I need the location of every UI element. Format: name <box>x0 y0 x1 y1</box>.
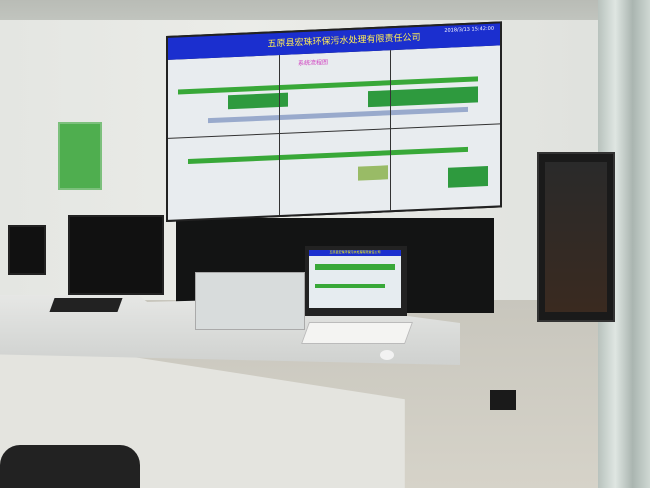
left-monitor <box>8 225 46 275</box>
mouse <box>380 350 394 360</box>
video-wall: 五原县宏珠环保污水处理有限责任公司 2018/3/13 15:42:00 系统流… <box>166 21 502 222</box>
main-monitor: 五原县宏珠环保污水处理有限责任公司 <box>305 246 407 316</box>
floor-device <box>490 390 516 410</box>
diagram-subtitle: 系统流程图 <box>298 58 329 68</box>
monitor-screen: 五原县宏珠环保污水处理有限责任公司 <box>309 250 401 308</box>
monitor-off <box>68 215 164 295</box>
chair <box>0 445 140 488</box>
keyboard <box>49 298 123 312</box>
rack-glass-door <box>545 162 607 312</box>
scada-process-diagram <box>168 45 500 220</box>
monitor-title: 五原县宏珠环保污水处理有限责任公司 <box>309 250 401 256</box>
wall-poster <box>58 122 102 190</box>
white-keyboard <box>300 322 414 344</box>
industrial-pc <box>195 272 305 330</box>
server-rack <box>537 152 615 322</box>
